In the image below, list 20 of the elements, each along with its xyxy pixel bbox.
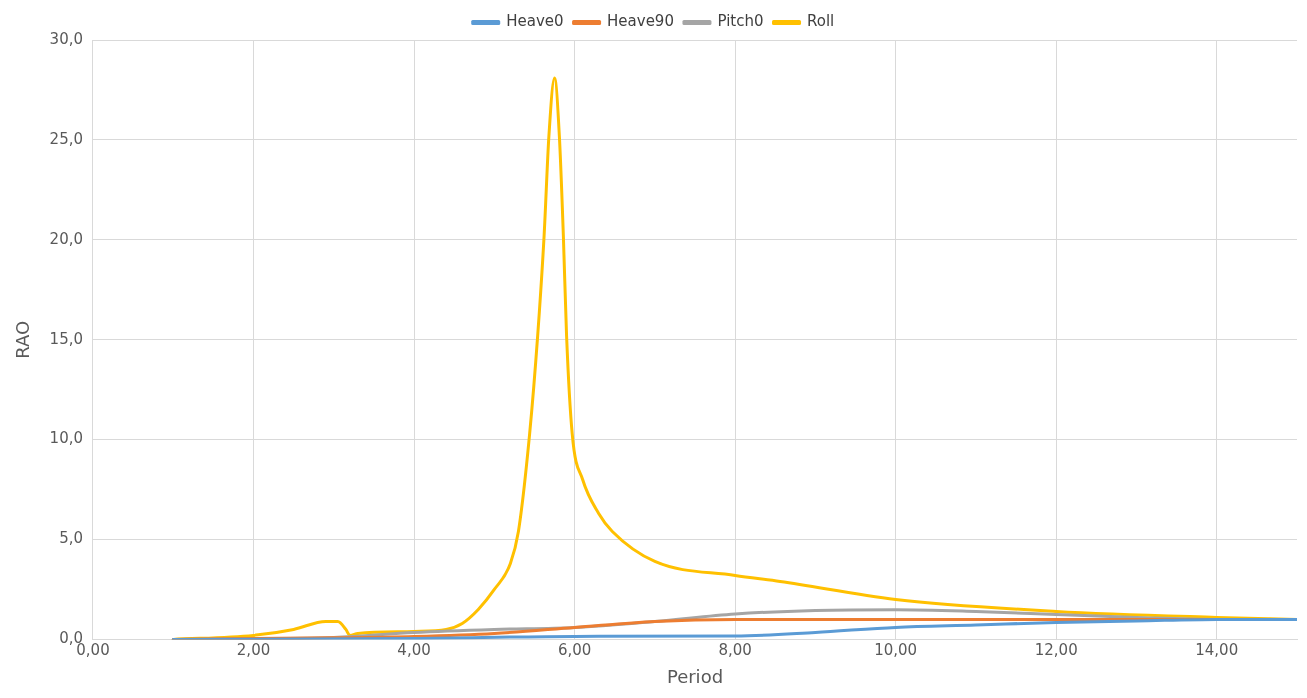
x-tick-label: 6,00	[557, 641, 592, 660]
x-axis-title: Period	[666, 665, 724, 687]
y-axis-title: RAO	[12, 320, 34, 359]
y-tick-label: 15,0	[49, 329, 83, 348]
legend-label: Pitch0	[717, 12, 764, 31]
y-tick-label: 10,0	[49, 429, 83, 448]
x-tick-label: 12,00	[1034, 641, 1078, 660]
legend-label: Heave0	[506, 12, 564, 31]
legend-label: Heave90	[607, 12, 674, 31]
x-tick-label: 8,00	[718, 641, 752, 660]
x-tick-label: 14,00	[1195, 641, 1239, 660]
y-tick-label: 20,0	[49, 229, 83, 248]
y-tick-label: 5,0	[59, 529, 83, 548]
x-tick-label: 4,00	[397, 641, 431, 660]
x-tick-label: 2,00	[236, 641, 271, 660]
y-tick-label: 25,0	[49, 129, 83, 148]
line-series	[171, 617, 1297, 640]
y-tick-label: 30,0	[49, 29, 83, 48]
legend-label: Roll	[807, 12, 835, 31]
x-tick-label: 10,00	[874, 641, 918, 660]
